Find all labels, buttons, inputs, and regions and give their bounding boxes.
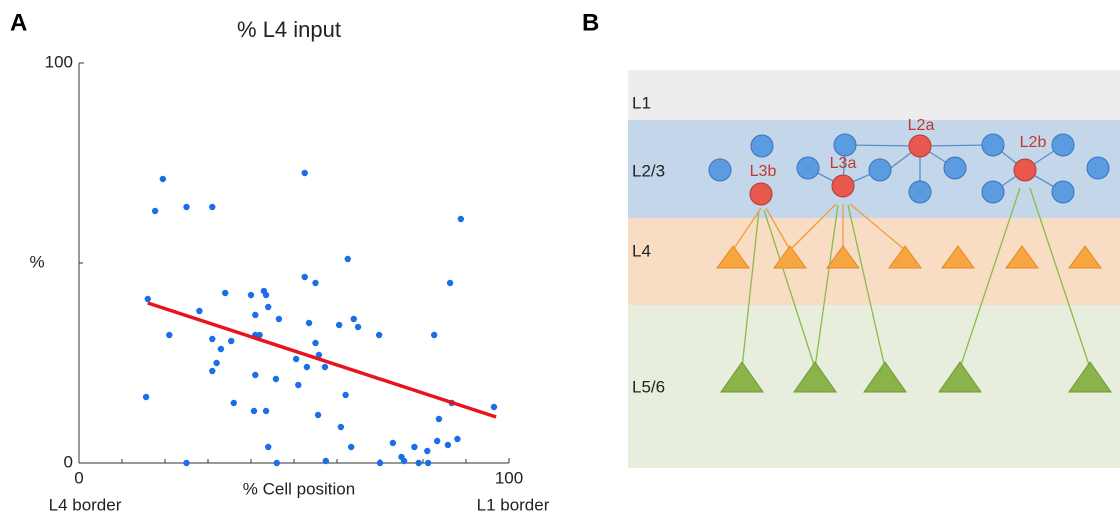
point: [446, 279, 454, 287]
green-projections: [741, 187, 1091, 369]
point: [273, 459, 280, 467]
node-label: L2a: [908, 117, 935, 134]
point: [342, 391, 349, 399]
point: [347, 443, 355, 451]
point: [350, 315, 357, 323]
point: [144, 295, 151, 303]
red-neurons: [749, 134, 1037, 206]
point: [142, 393, 150, 401]
point: [315, 351, 323, 359]
point: [337, 423, 345, 431]
point: [430, 331, 438, 339]
point: [433, 437, 441, 445]
orange-projections: [732, 203, 906, 251]
point: [265, 443, 272, 451]
point: [213, 359, 220, 367]
point: [275, 315, 283, 323]
point: [303, 363, 311, 371]
point: [376, 459, 384, 467]
layer-band: [628, 218, 1120, 305]
layer-label: L5/6: [632, 377, 665, 396]
point: [444, 441, 452, 449]
point: [217, 345, 225, 353]
point: [166, 331, 173, 339]
point: [454, 435, 461, 443]
point: [424, 459, 432, 467]
point: [335, 321, 343, 329]
point: [292, 355, 300, 363]
point: [272, 375, 280, 383]
point: [196, 307, 203, 315]
point: [183, 203, 190, 211]
trend-line: [147, 301, 497, 419]
point: [209, 203, 216, 211]
point: [301, 169, 308, 177]
point: [159, 175, 167, 183]
annotation: L4 border: [49, 495, 122, 514]
node-label: L3a: [830, 155, 857, 172]
point: [312, 339, 319, 347]
point: [262, 407, 270, 415]
point: [490, 403, 498, 411]
point: [250, 407, 258, 415]
x-axis-label: % Cell position: [243, 479, 355, 498]
point: [322, 457, 330, 465]
point: [209, 335, 216, 343]
node-label: L2b: [1020, 134, 1047, 151]
l56-neurons: [720, 361, 1112, 393]
point: [389, 439, 397, 447]
point: [314, 411, 322, 419]
point: [305, 319, 313, 327]
point: [222, 289, 229, 297]
point: [415, 459, 422, 467]
point: [183, 459, 190, 467]
point: [295, 381, 302, 389]
node-label: L3b: [750, 163, 777, 180]
point: [411, 443, 418, 451]
point: [256, 331, 263, 339]
point: [424, 447, 431, 455]
layer-label: L2/3: [632, 161, 665, 180]
blue-neurons: [708, 133, 1110, 204]
point: [252, 311, 259, 319]
chart-title: % L4 input: [237, 17, 341, 42]
point: [301, 273, 308, 281]
x-tick-label: 100: [495, 468, 523, 487]
point: [457, 215, 465, 223]
point: [151, 207, 159, 215]
l4-neurons: [716, 245, 1102, 269]
point: [435, 415, 443, 423]
x-tick-label: 0: [74, 468, 83, 487]
layer-label: L4: [632, 241, 651, 260]
point: [230, 399, 237, 407]
point: [375, 331, 383, 339]
point: [252, 371, 259, 379]
panel-label: A: [10, 9, 27, 36]
y-axis-label: %: [29, 252, 44, 271]
panel-label: B: [582, 9, 599, 36]
point: [321, 363, 329, 371]
point: [262, 291, 270, 299]
annotation: L1 border: [477, 495, 550, 514]
point: [247, 291, 255, 299]
point: [228, 337, 235, 345]
point: [312, 279, 319, 287]
y-tick-label: 0: [64, 452, 73, 471]
y-tick-label: 100: [45, 52, 73, 71]
layer-label: L1: [632, 93, 651, 112]
layer-band: [628, 70, 1120, 120]
point: [265, 303, 272, 311]
diagram: L1 L2/3 L4 L5/6 L3b L3a L2a L2b: [628, 70, 1120, 468]
point: [354, 323, 362, 331]
point: [344, 255, 351, 263]
point: [209, 367, 216, 375]
point: [400, 457, 408, 465]
